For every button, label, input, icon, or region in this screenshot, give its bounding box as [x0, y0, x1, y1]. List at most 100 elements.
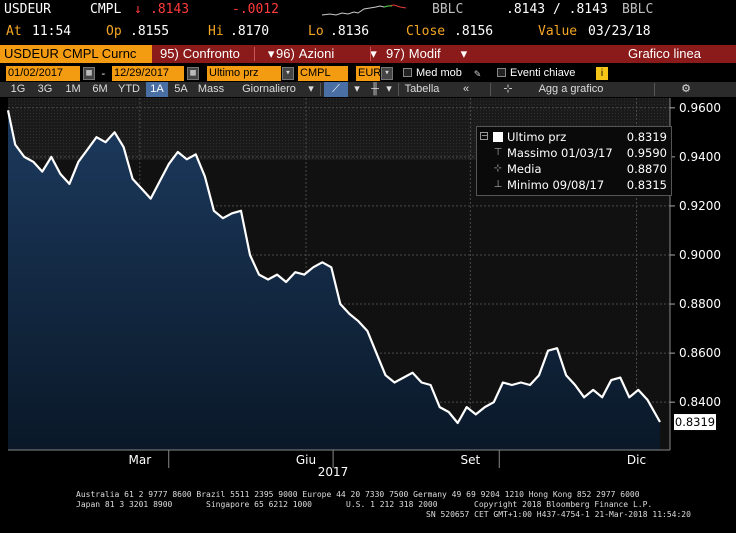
footer-line-1: Australia 61 2 9777 8600 Brazil 5511 239…	[76, 490, 640, 499]
open-value: .8155	[130, 24, 170, 39]
legend-row-min[interactable]: ⊥ Minimo 09/08/17 0.8315	[493, 177, 669, 193]
legend-label: Minimo 09/08/17	[507, 178, 605, 192]
dropdown-icon: ▾	[267, 46, 275, 61]
feed-text-2: BBLC	[622, 2, 654, 17]
sparkline-icon	[322, 4, 407, 16]
source-text: CMPL	[90, 2, 122, 17]
period-mass[interactable]: Mass	[197, 83, 225, 95]
currency-field[interactable]: EUR	[356, 66, 382, 81]
dropdown-icon[interactable]: ▾	[381, 67, 393, 80]
legend-row-max[interactable]: ⊤ Massimo 01/03/17 0.9590	[493, 145, 669, 161]
dropdown-icon: ▾	[370, 46, 377, 61]
gear-icon[interactable]: ⚙	[681, 83, 691, 95]
close-value: .8156	[454, 24, 494, 39]
ticker-line-1: USDEUR CMPL ↓ .8143 -.0012 BBLC .8143 / …	[0, 2, 736, 18]
low-value: .8136	[330, 24, 370, 39]
divider	[254, 47, 255, 61]
y-tick-label: 0.8400	[679, 395, 721, 409]
period-6m[interactable]: 6M	[92, 83, 108, 95]
eventi-checkbox[interactable]	[497, 68, 506, 77]
divider	[398, 83, 399, 96]
legend-value: 0.9590	[626, 146, 667, 160]
period-1g[interactable]: 1G	[10, 83, 26, 95]
menu-modif[interactable]: 97) Modif ▾	[386, 45, 467, 63]
footer-us: U.S. 1 212 318 2000	[346, 500, 438, 509]
legend-value: 0.8319	[626, 130, 667, 144]
tabella-button[interactable]: Tabella	[404, 83, 440, 95]
info-icon[interactable]: i	[596, 67, 608, 80]
close-label: Close	[406, 24, 446, 39]
dropdown-icon[interactable]: ▾	[386, 83, 392, 95]
frequency-select[interactable]: Giornaliero	[242, 83, 296, 95]
add-to-chart-button[interactable]: Agg a grafico	[538, 83, 604, 95]
dropdown-icon[interactable]: ▾	[308, 83, 314, 95]
last-price: .8143	[150, 2, 190, 17]
footer-japan: Japan 81 3 3201 8900	[76, 500, 173, 509]
menu-label: Confronto	[182, 46, 240, 61]
menu-azioni[interactable]: 96) Azioni ▾	[276, 45, 377, 63]
menu-confronto[interactable]: 95) Confronto ▾	[160, 45, 274, 63]
security-ticker[interactable]: USDEUR CMPL Curnc	[0, 45, 152, 63]
function-menubar: USDEUR CMPL Curnc 95) Confronto ▾ 96) Azion…	[0, 45, 736, 63]
add-icon: ⊹	[503, 83, 513, 95]
calendar-icon[interactable]: ▦	[83, 67, 95, 80]
date-dash: -	[100, 67, 107, 80]
med-mob-label: Med mob	[416, 67, 462, 79]
value-label: Value	[538, 24, 578, 39]
collapse-left-icon[interactable]: «	[462, 83, 470, 95]
med-mob-checkbox[interactable]	[403, 68, 412, 77]
menu-label: Modif	[408, 46, 441, 61]
y-tick-label: 0.9200	[679, 199, 721, 213]
white-square-icon	[493, 132, 503, 142]
end-date-field[interactable]: 12/29/2017	[112, 66, 184, 81]
legend-row-last[interactable]: Ultimo prz 0.8319	[493, 129, 669, 145]
pencil-icon[interactable]: ✎	[474, 67, 481, 80]
divider	[320, 83, 321, 96]
divider	[490, 83, 491, 96]
footer-copyright: Copyright 2018 Bloomberg Finance L.P.	[474, 500, 653, 509]
menu-num: 96)	[276, 46, 295, 61]
last-price-label: 0.8319	[674, 414, 716, 431]
source-field[interactable]: CMPL	[298, 66, 348, 81]
legend-label: Media	[507, 162, 542, 176]
feed-text: BBLC	[432, 2, 464, 17]
dropdown-icon: ▾	[460, 46, 468, 61]
dropdown-icon[interactable]: ▾	[282, 67, 294, 80]
legend-row-avg[interactable]: ⊹ Media 0.8870	[493, 161, 669, 177]
at-label: At	[6, 24, 22, 39]
x-tick-label: Set	[461, 453, 481, 467]
last-price-text: 0.8319	[675, 415, 715, 429]
symbol-text: USDEUR	[4, 2, 51, 17]
down-arrow-icon: ↓	[134, 2, 142, 17]
x-axis-year: 2017	[318, 465, 349, 479]
x-tick-label: Giu	[296, 453, 316, 467]
price-change: -.0012	[232, 2, 279, 17]
period-5a[interactable]: 5A	[174, 83, 188, 95]
y-tick-label: 0.9000	[679, 248, 721, 262]
collapse-icon[interactable]: −	[480, 131, 488, 140]
start-date-field[interactable]: 01/02/2017	[6, 66, 80, 81]
period-3g[interactable]: 3G	[37, 83, 53, 95]
chart-toolbar: 1G 3G 1M 6M YTD 1A 5A Mass Giornaliero ▾…	[0, 82, 736, 97]
x-tick-label: Mar	[129, 453, 152, 467]
dropdown-icon[interactable]: ▾	[354, 83, 360, 95]
y-tick-label: 0.8600	[679, 346, 721, 360]
period-ytd[interactable]: YTD	[118, 83, 140, 95]
menu-num: 95)	[160, 46, 179, 61]
calendar-icon[interactable]: ▦	[187, 67, 199, 80]
max-marker-icon: ⊤	[493, 147, 503, 158]
price-line	[6, 110, 661, 425]
price-type-select[interactable]: Ultimo prz	[207, 66, 281, 81]
y-tick-label: 0.8800	[679, 297, 721, 311]
chart-legend: − Ultimo prz 0.8319 ⊤ Massimo 01/03/17 0…	[476, 126, 672, 196]
period-1a[interactable]: 1A	[146, 82, 168, 97]
y-tick-label: 0.9400	[679, 150, 721, 164]
bid-ask: .8143 / .8143	[506, 2, 608, 17]
period-1m[interactable]: 1M	[65, 83, 81, 95]
crosshair-icon[interactable]: ╫	[371, 83, 379, 95]
legend-value: 0.8315	[626, 178, 667, 192]
line-tool-icon[interactable]: ⟋	[324, 82, 348, 97]
legend-label: Ultimo prz	[507, 130, 567, 144]
x-tick-label: Dic	[627, 453, 646, 467]
high-value: .8170	[230, 24, 270, 39]
